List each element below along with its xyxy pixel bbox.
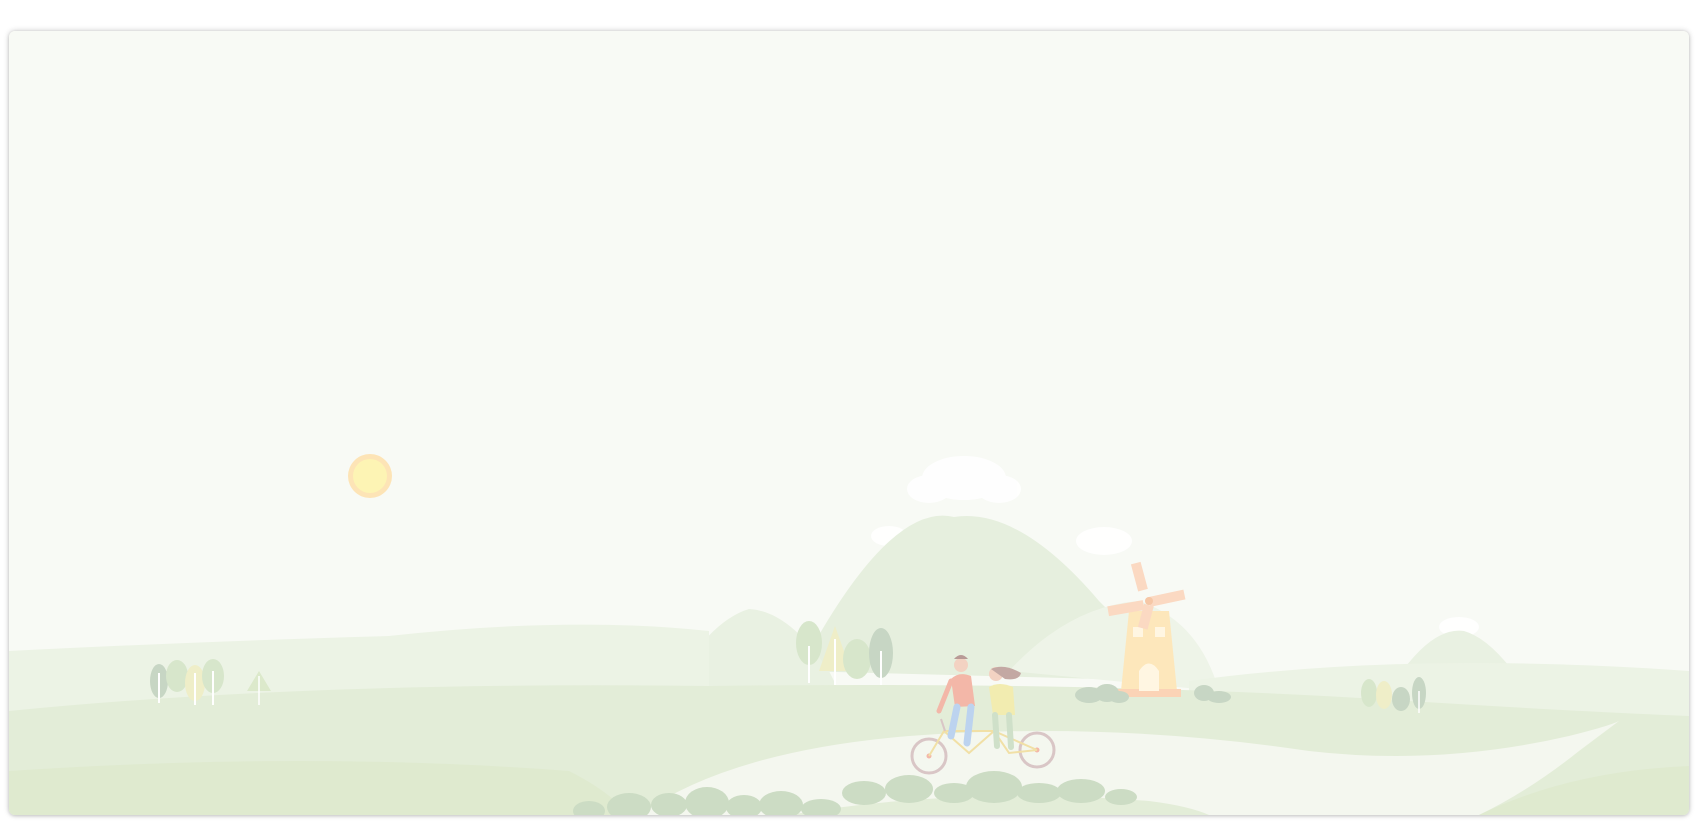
windmill-icon xyxy=(1107,561,1186,697)
landscape-illustration xyxy=(9,31,1689,815)
tandem-bicycle-icon xyxy=(910,655,1056,775)
bushes-windmill xyxy=(1075,684,1231,703)
tree-cluster-left xyxy=(150,659,271,705)
ground-front xyxy=(9,761,629,815)
illustration-card xyxy=(9,31,1689,815)
tree-cluster-right xyxy=(1361,677,1426,713)
bushes-foreground xyxy=(573,771,1137,815)
ground-front-mid xyxy=(789,795,1209,815)
ground-front-right xyxy=(1479,766,1689,815)
sun-icon xyxy=(348,454,392,498)
tree-cluster-middle xyxy=(796,621,893,685)
